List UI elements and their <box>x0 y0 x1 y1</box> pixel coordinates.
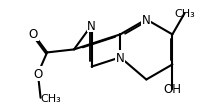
Text: N: N <box>116 51 125 64</box>
Text: O: O <box>29 28 38 41</box>
Text: N: N <box>142 14 151 27</box>
Text: O: O <box>33 67 43 80</box>
Text: OH: OH <box>163 83 181 95</box>
Text: N: N <box>87 19 96 32</box>
Text: CH₃: CH₃ <box>41 93 61 103</box>
Text: CH₃: CH₃ <box>174 9 195 19</box>
